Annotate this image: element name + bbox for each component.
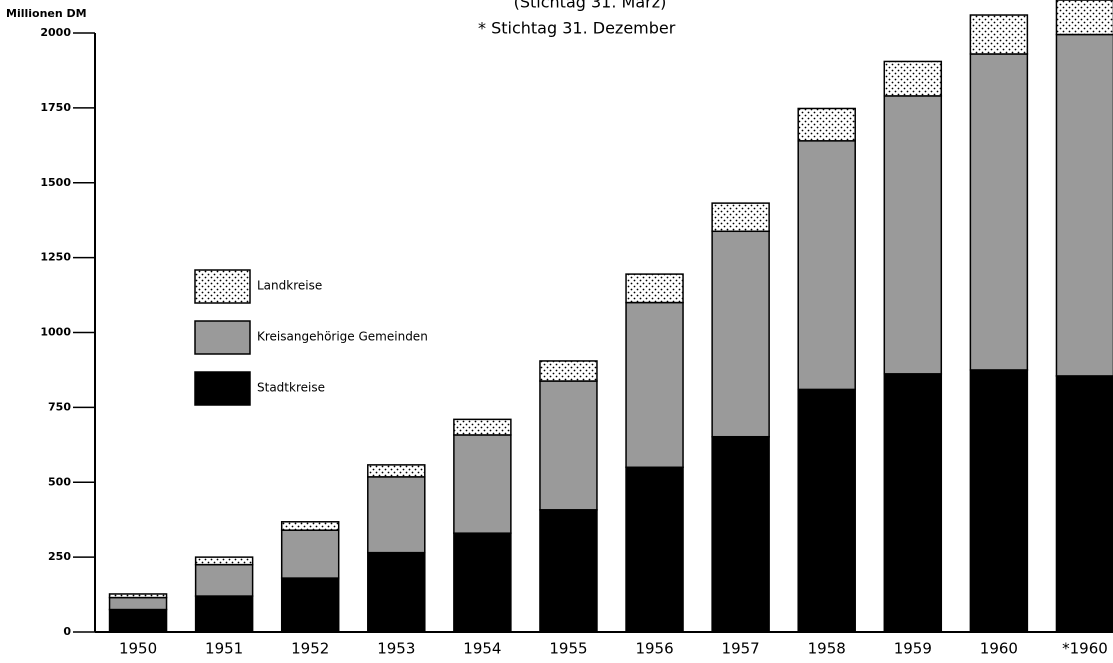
bar-segment <box>969 53 1029 371</box>
x-tick-label: 1951 <box>205 640 243 658</box>
bar-segment <box>625 273 684 304</box>
legend-label: Kreisangehörige Gemeinden <box>257 330 428 344</box>
legend-swatch <box>194 269 251 304</box>
x-tick-label: 1952 <box>291 640 329 658</box>
legend-label: Stadtkreise <box>257 381 325 395</box>
x-tick-label: 1953 <box>377 640 415 658</box>
bar-segment <box>883 95 943 375</box>
legend-swatch <box>194 320 251 355</box>
bar-segment <box>1055 375 1113 633</box>
y-tick-label: 250 <box>48 550 71 563</box>
bar-segment <box>280 577 340 633</box>
legend-label: Landkreise <box>257 279 322 293</box>
y-tick-label: 2000 <box>40 26 71 39</box>
bar-segment <box>1055 0 1113 36</box>
bar-segment <box>711 202 770 233</box>
x-tick-label: 1957 <box>722 640 760 658</box>
x-tick-label: 1956 <box>635 640 673 658</box>
annotation: * Stichtag 31. Dezember <box>478 19 676 38</box>
x-tick-label: 1960 <box>980 640 1018 658</box>
bar-segment <box>625 301 684 469</box>
x-tick-label: 1954 <box>463 640 501 658</box>
x-tick-label: 1955 <box>549 640 587 658</box>
bar-segment <box>711 435 770 633</box>
bar-segment <box>969 14 1029 55</box>
bar-segment <box>539 360 598 382</box>
bar-segment <box>797 388 856 633</box>
bar-segment <box>969 369 1029 633</box>
bar-segment <box>280 529 340 579</box>
y-tick-label: 1500 <box>40 176 71 189</box>
y-tick-label: 1250 <box>40 251 71 264</box>
bar-segment <box>453 418 512 436</box>
bar-segment <box>194 556 254 566</box>
bar-segment <box>367 476 426 554</box>
bar-segment <box>453 532 512 633</box>
y-axis-label: Millionen DM <box>6 7 87 20</box>
x-tick-label: *1960 <box>1062 640 1108 658</box>
bar-segment <box>625 466 684 633</box>
bar-segment <box>797 107 856 142</box>
bar-segment <box>367 464 426 478</box>
bar-segment <box>108 593 168 599</box>
bar-segment <box>883 60 943 97</box>
legend-swatch <box>194 371 251 406</box>
bar-segment <box>797 140 856 391</box>
x-tick-label: 1958 <box>808 640 846 658</box>
y-tick-label: 750 <box>48 400 71 413</box>
bar-segment <box>883 373 943 633</box>
bar-segment <box>194 595 254 633</box>
bar-segment <box>194 563 254 597</box>
y-tick-label: 1000 <box>40 326 71 339</box>
bar-segment <box>453 434 512 534</box>
bar-segment <box>280 521 340 531</box>
x-tick-label: 1950 <box>119 640 157 658</box>
bar-segment <box>1055 33 1113 377</box>
bar-segment <box>367 551 426 633</box>
bar-segment <box>711 230 770 438</box>
bar-segment <box>539 380 598 511</box>
y-tick-label: 0 <box>63 625 71 638</box>
bar-segment <box>108 608 168 633</box>
bar-segment <box>539 509 598 633</box>
y-tick-label: 500 <box>48 475 71 488</box>
bar-segment <box>108 596 168 611</box>
y-tick-label: 1750 <box>40 101 71 114</box>
subtitle: (Stichtag 31. März) <box>514 0 667 12</box>
x-tick-label: 1959 <box>894 640 932 658</box>
